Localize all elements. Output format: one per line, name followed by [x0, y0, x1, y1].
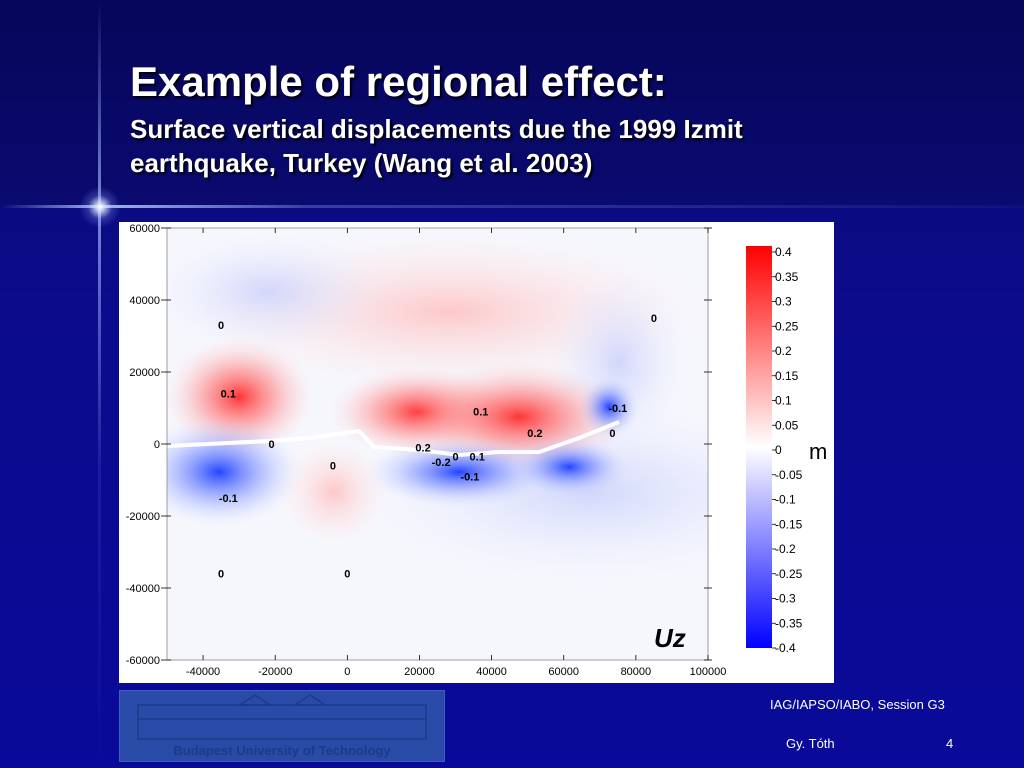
decorative-star-sparkle — [79, 186, 121, 228]
contour-label: 0 — [269, 439, 275, 451]
contour-label: -0.1 — [608, 403, 627, 415]
y-tick-label: 0 — [154, 439, 160, 451]
colorbar-tick-label: -0.4 — [775, 641, 796, 655]
contour-label: -0.2 — [432, 457, 451, 469]
contour-label: 0 — [330, 461, 336, 473]
y-tick-label: 40000 — [129, 295, 160, 307]
contour-label: 0.1 — [473, 407, 488, 419]
colorbar-tick-label: -0.25 — [775, 567, 803, 581]
author-label: Gy. Tóth — [786, 736, 835, 751]
colorbar-tick-label: 0 — [775, 443, 782, 457]
colorbar-tick-label: 0.15 — [775, 369, 799, 383]
colorbar-tick-label: 0.2 — [775, 344, 792, 358]
y-tick-label: -20000 — [126, 511, 160, 523]
y-tick-label: 60000 — [129, 223, 160, 235]
colorbar-tick-label: -0.15 — [775, 517, 803, 531]
contour-label: 0 — [609, 428, 615, 440]
x-tick-label: 40000 — [476, 666, 507, 678]
displacement-heatmap: 00.10-0.100 00.2-0.2 0 0.1-0.10.10.2 0-0.10 … — [126, 223, 828, 678]
displacement-field — [167, 228, 708, 660]
colorbar-tick-label: -0.05 — [775, 468, 803, 482]
session-label: IAG/IAPSO/IABO, Session G3 — [770, 697, 945, 712]
x-tick-label: 20000 — [404, 666, 435, 678]
x-tick-label: -40000 — [186, 666, 220, 678]
contour-label: -0.1 — [460, 471, 479, 483]
header-band — [0, 0, 1024, 207]
colorbar-tick-label: 0.4 — [775, 245, 792, 259]
colorbar — [746, 246, 772, 648]
colorbar-tick-label: 0.3 — [775, 295, 792, 309]
y-tick-label: 20000 — [129, 367, 160, 379]
chart-figure: 0 0.1 0 -0.1 0 0 0 0.2 -0.2 0 0.1 -0.1 0.1 0.2 0 -0.1 0 … — [119, 222, 834, 683]
contour-label: 0.2 — [415, 443, 430, 455]
x-tick-label: 0 — [344, 666, 350, 678]
y-tick-label: -40000 — [126, 583, 160, 595]
contour-label: 0.1 — [470, 452, 485, 464]
colorbar-tick-label: -0.35 — [775, 616, 803, 630]
decorative-horizontal-line — [0, 205, 1024, 208]
colorbar-tick-label: 0.1 — [775, 394, 792, 408]
panel-label: Uz — [654, 623, 686, 653]
building-icon — [137, 694, 427, 740]
colorbar-tick-label: 0.25 — [775, 319, 799, 333]
logo-caption: Budapest University of Technology — [173, 743, 391, 758]
x-tick-label: 60000 — [548, 666, 579, 678]
contour-label: -0.1 — [219, 493, 238, 505]
x-tick-label: 80000 — [621, 666, 652, 678]
contour-label: 0.1 — [221, 389, 236, 401]
unit-label: m — [809, 439, 827, 464]
x-tick-label: -20000 — [258, 666, 292, 678]
colorbar-tick-label: 0.35 — [775, 270, 799, 284]
page-number: 4 — [946, 736, 954, 751]
y-tick-label: -60000 — [126, 655, 160, 667]
colorbar-tick-label: -0.1 — [775, 493, 796, 507]
slide-title: Example of regional effect: — [130, 58, 667, 105]
x-tick-label: 100000 — [690, 666, 727, 678]
contour-label: 0 — [344, 569, 350, 581]
colorbar-tick-label: -0.2 — [775, 542, 796, 556]
slide-subtitle: Surface vertical displacements due the 1… — [130, 114, 743, 178]
university-logo: Budapest University of Technology — [119, 690, 445, 762]
contour-label: 0 — [218, 569, 224, 581]
contour-label: 0 — [452, 452, 458, 464]
contour-label: 0 — [218, 320, 224, 332]
decorative-vertical-line — [98, 0, 101, 768]
colorbar-tick-label: 0.05 — [775, 418, 799, 432]
contour-label: 0.2 — [527, 428, 542, 440]
contour-label: 0 — [651, 313, 657, 325]
colorbar-tick-label: -0.3 — [775, 592, 796, 606]
